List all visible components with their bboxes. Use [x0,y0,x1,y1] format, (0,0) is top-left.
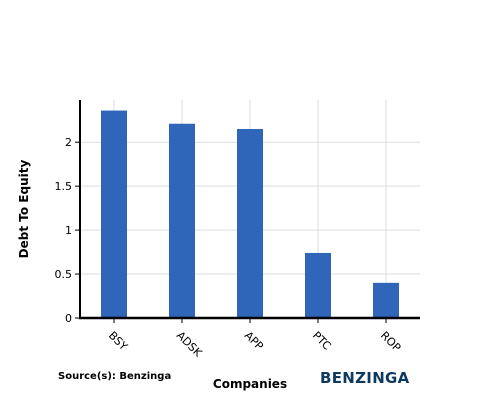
bar-ptc [305,252,331,318]
y-tick-label: 1 [65,224,72,237]
y-axis-label: Debt To Equity [17,160,31,259]
y-tick-label: 0 [65,312,72,325]
x-axis-label: Companies [213,377,287,391]
y-tick-label: 0.5 [55,268,73,281]
source-note: Source(s): Benzinga [58,371,172,382]
x-tick-label: ROP [378,329,404,355]
bar-rop [373,282,399,318]
benzinga-logo: BENZINGA [320,369,410,387]
bar-app [237,129,263,318]
bar-adsk [169,123,195,318]
x-tick-label: BSY [106,329,130,353]
y-tick-label: 2 [65,136,72,149]
x-tick-label: PTC [310,329,334,353]
x-tick-label: ADSK [174,329,205,360]
y-tick-label: 1.5 [55,180,73,193]
x-tick-label: APP [242,329,266,353]
bar-bsy [101,110,127,318]
bar-layer [101,110,399,318]
